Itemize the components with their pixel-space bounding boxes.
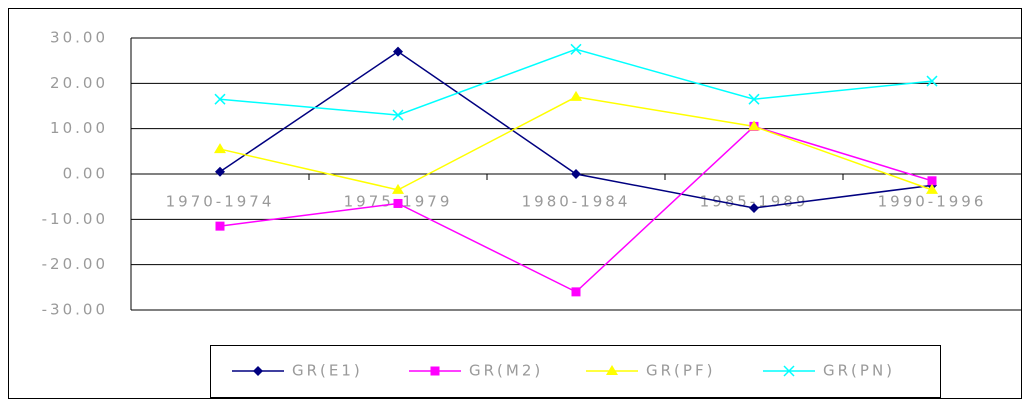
legend-label: GR(PN) [823, 362, 895, 380]
data-point [570, 90, 582, 101]
data-point [392, 109, 404, 121]
y-tick-label: -30.00 [42, 301, 108, 319]
chart-border [8, 8, 1022, 399]
data-point [393, 198, 403, 208]
data-point [393, 46, 403, 57]
legend-label: GR(PF) [646, 362, 715, 380]
data-point [927, 176, 937, 186]
data-point [571, 169, 581, 179]
legend-label: GR(M2) [469, 362, 543, 380]
data-point [749, 203, 759, 213]
data-point [214, 143, 226, 154]
data-point [215, 166, 225, 177]
legend-box [210, 345, 941, 398]
data-point [214, 93, 226, 105]
x-tick-label: 1985-1989 [700, 193, 809, 211]
legend-label: GR(E1) [292, 362, 363, 380]
legend-marker [783, 365, 795, 377]
data-point [571, 287, 581, 297]
data-point [748, 93, 760, 105]
y-tick-label: 30.00 [50, 29, 108, 47]
legend-marker [253, 366, 263, 376]
y-tick-label: -20.00 [42, 255, 108, 273]
data-point [926, 75, 938, 87]
x-tick-label: 1980-1984 [522, 193, 631, 211]
x-tick-label: 1970-1974 [166, 193, 275, 211]
data-point [215, 221, 225, 231]
x-tick-label: 1990-1996 [878, 193, 987, 211]
y-tick-label: 10.00 [50, 119, 108, 137]
data-point [570, 43, 582, 55]
data-point [748, 120, 760, 131]
y-tick-label: 20.00 [50, 74, 108, 92]
legend-marker [430, 366, 440, 376]
data-point [926, 183, 938, 194]
y-tick-label: -10.00 [42, 210, 108, 228]
y-tick-label: 0.00 [63, 165, 108, 183]
legend-marker [606, 365, 618, 375]
data-point [392, 183, 404, 194]
